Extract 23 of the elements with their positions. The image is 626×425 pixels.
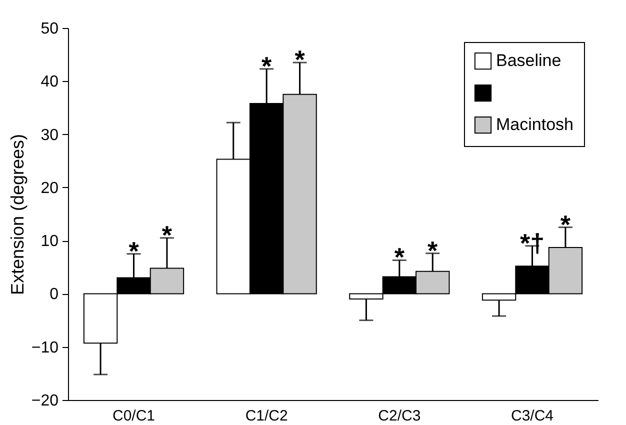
annotation: * (128, 236, 140, 266)
legend-label: Baseline (496, 51, 562, 70)
y-tick-label: 0 (50, 286, 59, 304)
annotation: * (294, 44, 306, 75)
y-tick-label: −10 (31, 339, 59, 356)
annotation: * (262, 50, 273, 81)
x-tick-label: C3/C4 (510, 408, 554, 424)
annotation: * (560, 209, 572, 240)
y-tick-label: 50 (40, 20, 59, 38)
y-tick-label: 10 (40, 233, 59, 250)
x-tick-label: C0/C1 (112, 408, 156, 424)
legend-label: Macintosh (496, 115, 574, 134)
y-tick-label: 20 (40, 180, 59, 197)
x-tick-label: C1/C2 (245, 408, 288, 424)
y-tick-label: 40 (40, 74, 59, 91)
annotation: *† (520, 228, 545, 258)
y-axis-title: Extension (degrees) (7, 134, 28, 296)
annotation: * (162, 220, 173, 250)
x-tick-label: C2/C3 (378, 408, 421, 424)
y-tick-label: 30 (40, 126, 59, 144)
annotation: * (428, 235, 439, 266)
annotation: * (394, 242, 406, 272)
y-tick-label: −20 (31, 392, 59, 410)
